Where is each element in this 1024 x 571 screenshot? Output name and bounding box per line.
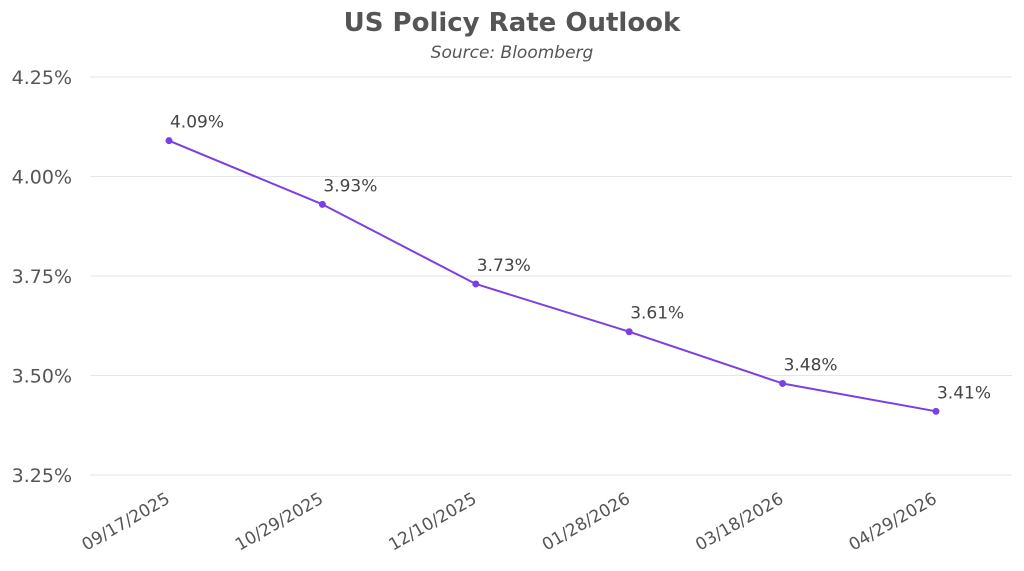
y-tick-label: 3.50% <box>12 366 72 388</box>
series-rate <box>165 137 940 415</box>
y-tick-label: 3.25% <box>12 465 72 487</box>
chart-title: US Policy Rate Outlook <box>343 8 681 38</box>
series-line <box>168 139 937 413</box>
chart-subtitle: Source: Bloomberg <box>430 43 594 63</box>
y-axis-tick-labels: 3.25% 3.50% 3.75% 4.00% 4.25% <box>12 67 72 487</box>
data-label: 3.48% <box>784 355 838 375</box>
x-tick-label: 03/18/2026 <box>692 489 787 555</box>
data-label: 3.73% <box>477 256 531 276</box>
data-point <box>165 137 173 145</box>
data-point <box>625 328 633 336</box>
data-label: 3.93% <box>323 176 377 196</box>
gridlines <box>90 76 1012 476</box>
y-tick-label: 4.00% <box>12 167 72 189</box>
data-label: 3.61% <box>630 304 684 324</box>
data-label: 3.41% <box>937 383 991 403</box>
x-tick-label: 10/29/2025 <box>232 489 327 555</box>
data-point <box>932 407 940 415</box>
x-tick-label: 12/10/2025 <box>385 489 480 555</box>
y-tick-label: 4.25% <box>12 67 72 89</box>
data-point <box>779 379 787 387</box>
y-tick-label: 3.75% <box>12 266 72 288</box>
data-label: 4.09% <box>170 113 224 133</box>
x-tick-label: 01/28/2026 <box>539 489 634 555</box>
x-tick-label: 04/29/2026 <box>846 489 941 555</box>
data-point <box>318 200 326 208</box>
data-labels: 4.09% 3.93% 3.73% 3.61% 3.48% 3.41% <box>170 113 991 404</box>
x-tick-label: 09/17/2025 <box>79 489 174 555</box>
x-axis-tick-labels: 09/17/2025 10/29/2025 12/10/2025 01/28/2026… <box>79 489 941 555</box>
data-point <box>472 280 480 288</box>
